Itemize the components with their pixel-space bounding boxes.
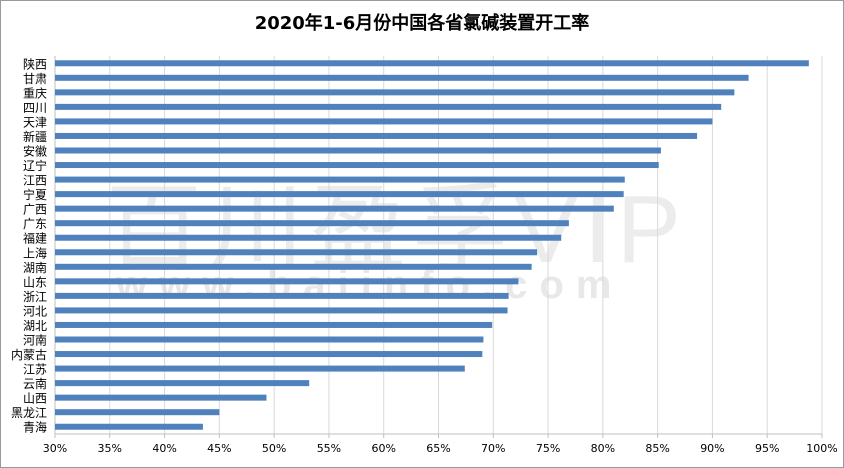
x-tick-label: 95% bbox=[755, 442, 779, 455]
bar bbox=[55, 249, 538, 256]
y-category-label: 江西 bbox=[23, 174, 47, 188]
x-tick-label: 70% bbox=[481, 442, 505, 455]
y-category-label: 安徽 bbox=[23, 144, 47, 159]
bar bbox=[55, 278, 519, 285]
y-category-label: 江苏 bbox=[23, 363, 47, 377]
y-category-label: 辽宁 bbox=[23, 158, 47, 173]
bar bbox=[55, 147, 661, 154]
x-tick-label: 30% bbox=[43, 442, 67, 455]
bar bbox=[55, 307, 508, 314]
bar bbox=[55, 263, 532, 270]
y-category-label: 甘肃 bbox=[23, 72, 47, 86]
y-category-label: 河北 bbox=[23, 304, 47, 318]
y-category-label: 山东 bbox=[23, 275, 47, 289]
bar bbox=[55, 103, 722, 110]
bar bbox=[55, 394, 267, 401]
chart-title: 2020年1-6月份中国各省氯碱装置开工率 bbox=[254, 13, 590, 34]
y-category-label: 云南 bbox=[23, 376, 47, 391]
bar bbox=[55, 205, 614, 212]
x-tick-label: 40% bbox=[152, 442, 176, 455]
bar bbox=[55, 365, 465, 372]
y-category-label: 四川 bbox=[23, 101, 47, 115]
bar bbox=[55, 74, 749, 81]
bar bbox=[55, 234, 562, 241]
bar bbox=[55, 321, 493, 328]
x-tick-label: 90% bbox=[700, 442, 724, 455]
bar bbox=[55, 89, 735, 96]
bar bbox=[55, 409, 220, 416]
x-tick-label: 75% bbox=[536, 442, 560, 455]
y-category-label: 河南 bbox=[23, 333, 47, 348]
bar bbox=[55, 176, 625, 183]
bar bbox=[55, 191, 624, 198]
y-category-label: 上海 bbox=[23, 245, 47, 260]
x-tick-label: 45% bbox=[207, 442, 231, 455]
x-tick-label: 55% bbox=[317, 442, 341, 455]
y-category-label: 新疆 bbox=[23, 129, 47, 144]
x-tick-label: 35% bbox=[98, 442, 122, 455]
x-tick-label: 80% bbox=[591, 442, 615, 455]
bar bbox=[55, 351, 483, 358]
bar bbox=[55, 118, 713, 125]
bar bbox=[55, 336, 484, 343]
y-category-label: 陕西 bbox=[23, 56, 47, 71]
x-tick-label: 85% bbox=[645, 442, 669, 455]
bar bbox=[55, 292, 509, 299]
y-category-label: 湖南 bbox=[23, 260, 47, 275]
y-category-label: 宁夏 bbox=[23, 187, 47, 202]
bar bbox=[55, 60, 809, 67]
y-category-label: 广东 bbox=[23, 217, 47, 231]
bar bbox=[55, 162, 659, 169]
y-category-label: 黑龙江 bbox=[11, 406, 47, 420]
y-category-label: 浙江 bbox=[23, 290, 47, 304]
bar bbox=[55, 220, 569, 227]
y-category-label: 重庆 bbox=[23, 86, 47, 100]
bar bbox=[55, 423, 203, 430]
y-category-label: 山西 bbox=[23, 392, 47, 406]
y-category-label: 青海 bbox=[23, 420, 47, 435]
y-category-label: 天津 bbox=[23, 115, 47, 129]
x-tick-label: 60% bbox=[371, 442, 395, 455]
y-category-label: 广西 bbox=[23, 203, 47, 217]
y-category-label: 福建 bbox=[23, 231, 47, 246]
bar bbox=[55, 380, 310, 387]
x-tick-label: 65% bbox=[426, 442, 450, 455]
x-tick-label: 100% bbox=[806, 442, 837, 455]
watermark-url: www.baiinfo.com bbox=[116, 263, 624, 307]
y-category-label: 湖北 bbox=[23, 318, 47, 333]
bar bbox=[55, 132, 698, 139]
y-category-label: 内蒙古 bbox=[11, 347, 47, 362]
x-tick-label: 50% bbox=[262, 442, 286, 455]
